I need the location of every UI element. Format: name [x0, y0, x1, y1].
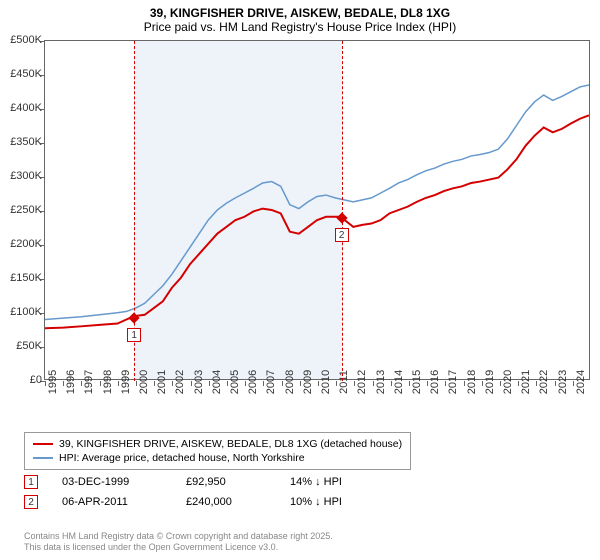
marker-vline: [342, 41, 343, 381]
legend-row: 39, KINGFISHER DRIVE, AISKEW, BEDALE, DL…: [33, 437, 402, 451]
transaction-row: 1 03-DEC-1999 £92,950 14% ↓ HPI: [24, 472, 380, 492]
marker-label: 2: [335, 228, 349, 242]
legend-label: 39, KINGFISHER DRIVE, AISKEW, BEDALE, DL…: [59, 438, 402, 450]
legend-label: HPI: Average price, detached house, Nort…: [59, 452, 305, 464]
transaction-date: 03-DEC-1999: [62, 476, 162, 488]
legend-swatch: [33, 457, 53, 459]
transaction-price: £240,000: [186, 496, 266, 508]
transaction-price: £92,950: [186, 476, 266, 488]
footer-line2: This data is licensed under the Open Gov…: [24, 542, 333, 554]
marker-label: 1: [127, 328, 141, 342]
legend-row: HPI: Average price, detached house, Nort…: [33, 451, 402, 465]
series-property: [45, 115, 589, 328]
y-tick-label: £250K: [10, 204, 42, 216]
transaction-date: 06-APR-2011: [62, 496, 162, 508]
footer-attribution: Contains HM Land Registry data © Crown c…: [24, 531, 333, 554]
legend-swatch: [33, 443, 53, 445]
chart-container: 12 £0£50K£100K£150K£200K£250K£300K£350K£…: [0, 40, 600, 404]
page-subtitle: Price paid vs. HM Land Registry's House …: [0, 20, 600, 38]
transaction-row: 2 06-APR-2011 £240,000 10% ↓ HPI: [24, 492, 380, 512]
y-tick-label: £400K: [10, 102, 42, 114]
footer-line1: Contains HM Land Registry data © Crown c…: [24, 531, 333, 543]
y-tick-label: £100K: [10, 306, 42, 318]
transaction-marker: 2: [24, 495, 38, 509]
y-tick-label: £500K: [10, 34, 42, 46]
y-tick-label: £50K: [16, 340, 42, 352]
y-tick-label: £200K: [10, 238, 42, 250]
y-tick-label: £350K: [10, 136, 42, 148]
y-tick-label: £150K: [10, 272, 42, 284]
transaction-hpi: 10% ↓ HPI: [290, 496, 380, 508]
page-title: 39, KINGFISHER DRIVE, AISKEW, BEDALE, DL…: [0, 0, 600, 20]
transaction-hpi: 14% ↓ HPI: [290, 476, 380, 488]
series-hpi: [45, 85, 589, 320]
y-tick-label: £0: [30, 374, 42, 386]
plot-area: 12: [44, 40, 590, 380]
y-tick-label: £450K: [10, 68, 42, 80]
transaction-marker: 1: [24, 475, 38, 489]
legend: 39, KINGFISHER DRIVE, AISKEW, BEDALE, DL…: [24, 432, 411, 470]
y-tick-label: £300K: [10, 170, 42, 182]
transactions-table: 1 03-DEC-1999 £92,950 14% ↓ HPI 2 06-APR-2011…: [24, 472, 380, 512]
